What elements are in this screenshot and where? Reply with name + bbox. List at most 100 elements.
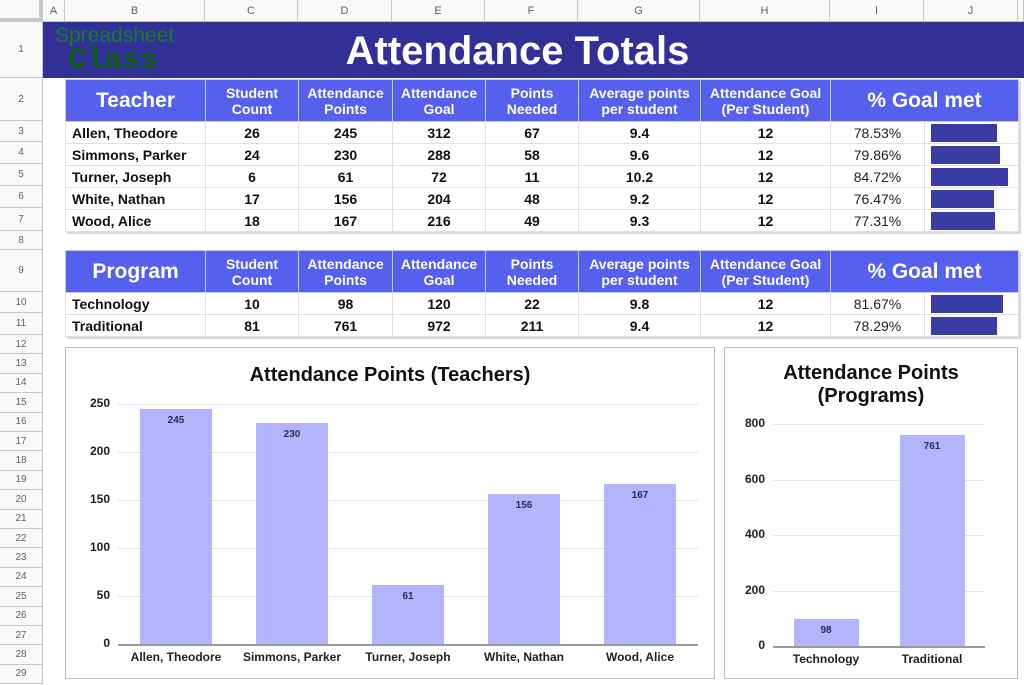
row-header-2[interactable]: 2 (0, 78, 43, 121)
cell-goal[interactable]: 216 (392, 209, 486, 232)
cell-points[interactable]: 98 (298, 292, 393, 315)
cell-pct[interactable]: 81.67% (830, 292, 925, 315)
row-header-15[interactable]: 15 (0, 393, 43, 413)
cell-sparkline[interactable] (924, 314, 1019, 337)
header-goal-met[interactable]: % Goal met (830, 79, 1019, 122)
bar[interactable]: 156 (488, 494, 560, 644)
column-header-B[interactable]: B (65, 0, 205, 22)
cell-goal-per[interactable]: 12 (700, 165, 831, 188)
bar[interactable]: 245 (140, 408, 212, 644)
cell-pct[interactable]: 77.31% (830, 209, 925, 232)
column-header-F[interactable]: F (485, 0, 578, 22)
bar[interactable]: 761 (899, 434, 965, 646)
row-header-12[interactable]: 12 (0, 335, 43, 355)
cell-goal[interactable]: 972 (392, 314, 486, 337)
row-header-29[interactable]: 29 (0, 664, 43, 685)
cell-count[interactable]: 6 (205, 165, 299, 188)
header-average-points[interactable]: Average points per student (578, 250, 701, 293)
header-attendance-points[interactable]: Attendance Points (298, 250, 393, 293)
row-header-17[interactable]: 17 (0, 432, 43, 452)
cell-goal-per[interactable]: 12 (700, 187, 831, 210)
column-header-J[interactable]: J (924, 0, 1018, 22)
cell-avg[interactable]: 9.4 (578, 121, 701, 144)
cell-sparkline[interactable] (924, 292, 1019, 315)
cell-needed[interactable]: 67 (485, 121, 579, 144)
header-goal-per-student[interactable]: Attendance Goal (Per Student) (700, 79, 831, 122)
column-header-H[interactable]: H (700, 0, 830, 22)
row-header-28[interactable]: 28 (0, 645, 43, 665)
cell-avg[interactable]: 10.2 (578, 165, 701, 188)
programs-chart[interactable]: Attendance Points (Programs) 0 200 400 600 8… (724, 347, 1018, 679)
cell-goal[interactable]: 72 (392, 165, 486, 188)
column-header-E[interactable]: E (392, 0, 485, 22)
cell-points[interactable]: 167 (298, 209, 393, 232)
cell-name[interactable]: Turner, Joseph (65, 165, 206, 188)
bar[interactable]: 98 (793, 618, 859, 646)
row-header-8[interactable]: 8 (0, 231, 43, 250)
row-header-27[interactable]: 27 (0, 626, 43, 646)
cell-count[interactable]: 81 (205, 314, 299, 337)
row-header-5[interactable]: 5 (0, 164, 43, 186)
cell-avg[interactable]: 9.2 (578, 187, 701, 210)
cell-sparkline[interactable] (924, 121, 1019, 144)
row-header-10[interactable]: 10 (0, 292, 43, 313)
row-header-14[interactable]: 14 (0, 373, 43, 394)
header-attendance-goal[interactable]: Attendance Goal (392, 79, 486, 122)
row-header-7[interactable]: 7 (0, 208, 43, 231)
cell-points[interactable]: 245 (298, 121, 393, 144)
cell-goal-per[interactable]: 12 (700, 121, 831, 144)
cell-needed[interactable]: 58 (485, 143, 579, 166)
cell-needed[interactable]: 22 (485, 292, 579, 315)
cell-avg[interactable]: 9.6 (578, 143, 701, 166)
cell-name[interactable]: Wood, Alice (65, 209, 206, 232)
cell-sparkline[interactable] (924, 187, 1019, 210)
cell-count[interactable]: 18 (205, 209, 299, 232)
cell-name[interactable]: Allen, Theodore (65, 121, 206, 144)
cell-count[interactable]: 24 (205, 143, 299, 166)
select-all-corner[interactable] (0, 0, 43, 22)
row-header-13[interactable]: 13 (0, 354, 43, 374)
cell-goal[interactable]: 312 (392, 121, 486, 144)
header-attendance-points[interactable]: Attendance Points (298, 79, 393, 122)
cell-needed[interactable]: 11 (485, 165, 579, 188)
header-attendance-goal[interactable]: Attendance Goal (392, 250, 486, 293)
header-program[interactable]: Program (65, 250, 206, 293)
row-header-9[interactable]: 9 (0, 250, 43, 292)
cell-goal-per[interactable]: 12 (700, 143, 831, 166)
cell-goal[interactable]: 120 (392, 292, 486, 315)
row-header-22[interactable]: 22 (0, 529, 43, 549)
row-header-6[interactable]: 6 (0, 186, 43, 208)
row-header-3[interactable]: 3 (0, 121, 43, 142)
cell-avg[interactable]: 9.3 (578, 209, 701, 232)
row-header-25[interactable]: 25 (0, 587, 43, 607)
row-header-4[interactable]: 4 (0, 142, 43, 164)
header-teacher[interactable]: Teacher (65, 79, 206, 122)
cell-points[interactable]: 230 (298, 143, 393, 166)
bar[interactable]: 61 (372, 585, 444, 644)
cell-needed[interactable]: 48 (485, 187, 579, 210)
row-header-23[interactable]: 23 (0, 548, 43, 568)
header-points-needed[interactable]: Points Needed (485, 79, 579, 122)
header-average-points[interactable]: Average points per student (578, 79, 701, 122)
row-header-1[interactable]: 1 (0, 22, 43, 78)
column-header-D[interactable]: D (298, 0, 392, 22)
cell-goal[interactable]: 204 (392, 187, 486, 210)
cell-avg[interactable]: 9.8 (578, 292, 701, 315)
header-points-needed[interactable]: Points Needed (485, 250, 579, 293)
header-goal-met[interactable]: % Goal met (830, 250, 1019, 293)
cell-pct[interactable]: 78.53% (830, 121, 925, 144)
cell-count[interactable]: 26 (205, 121, 299, 144)
header-student-count[interactable]: Student Count (205, 250, 299, 293)
cell-count[interactable]: 17 (205, 187, 299, 210)
cell-points[interactable]: 156 (298, 187, 393, 210)
row-header-20[interactable]: 20 (0, 490, 43, 510)
cell-avg[interactable]: 9.4 (578, 314, 701, 337)
row-header-26[interactable]: 26 (0, 606, 43, 626)
cell-sparkline[interactable] (924, 209, 1019, 232)
cell-sparkline[interactable] (924, 143, 1019, 166)
cell-sparkline[interactable] (924, 165, 1019, 188)
bar[interactable]: 167 (604, 483, 676, 644)
header-goal-per-student[interactable]: Attendance Goal (Per Student) (700, 250, 831, 293)
row-header-11[interactable]: 11 (0, 313, 43, 335)
column-header-G[interactable]: G (578, 0, 700, 22)
